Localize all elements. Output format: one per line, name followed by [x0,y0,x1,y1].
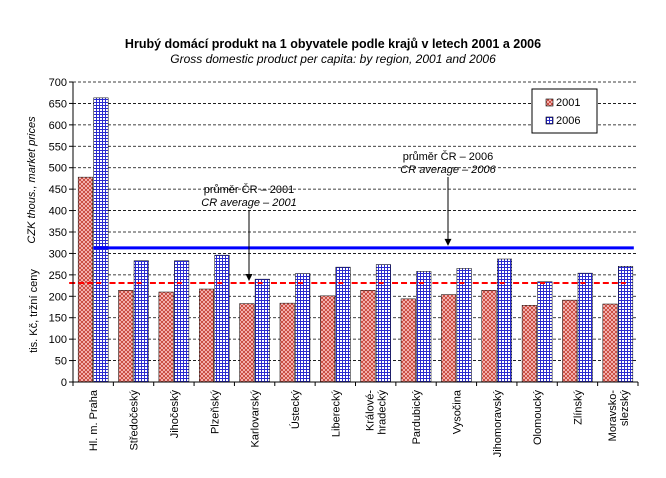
annotation-2001-en: CR average – 2001 [201,197,296,209]
x-label-1: Středočeský [129,390,141,451]
y-tick-label-500: 500 [49,163,67,175]
x-label-11: Olomoucký [532,390,544,446]
bars [77,97,634,383]
y-tick-label-550: 550 [49,141,67,153]
annotation-2001-cz: průměr ČR – 2001 [204,183,295,196]
bar-2001-1 [118,290,134,383]
bar-2001-6 [320,295,336,383]
bar-2001-3 [199,288,214,383]
legend: 2001 2006 [531,88,598,134]
x-label-4: Karlovarský [250,390,262,448]
y-tick-label-150: 150 [49,313,67,325]
x-label-7-line-0: Králové- [365,390,377,431]
reference-lines [69,246,634,284]
annotation-2006-en: CR average – 2006 [400,164,496,176]
y-tick-label-200: 200 [49,291,67,303]
bar-2001-10 [481,290,497,383]
legend-swatch-2006 [545,116,554,125]
bar-2006-6 [335,266,351,383]
y-tick-label-450: 450 [49,184,67,196]
y-tick-label-0: 0 [61,377,67,389]
bar-2006-3 [214,254,230,383]
x-label-9: Vysočina [451,389,463,434]
x-label-8: Pardubický [411,390,423,445]
x-label-6: Liberecký [330,390,342,438]
y-tick-label-250: 250 [49,270,67,282]
x-label-0: Hl. m. Praha [88,389,100,451]
y-tick-label-400: 400 [49,206,67,218]
bar-2001-11 [521,305,537,383]
bar-2006-1 [133,260,149,383]
x-label-3: Plzeňský [209,390,221,435]
y-axis-label-en: CZK thous., market prices [26,116,38,244]
bar-2006-8 [416,271,432,383]
y-tick-label-100: 100 [49,334,67,346]
y-tick-label-600: 600 [49,120,67,132]
bar-2006-4 [254,278,270,383]
y-tick-label-350: 350 [49,227,67,239]
axes [72,82,639,386]
bar-2001-8 [400,298,416,383]
bar-2001-2 [158,291,174,383]
y-tick-label-650: 650 [49,98,67,110]
bar-2006-0 [93,97,109,383]
chart-subtitle: Gross domestic product per capita: by re… [170,52,496,66]
bar-2006-11 [537,281,553,383]
bar-2006-9 [456,268,472,383]
x-label-10: Jihomoravský [492,390,504,458]
legend-label-2001: 2001 [556,97,580,109]
bar-2001-5 [279,302,295,383]
arrow-2006-head [444,238,452,246]
arrow-2001-head [245,274,253,281]
x-label-2: Jihočeský [169,390,181,439]
x-label-13-line-0: Moravsko- [607,390,619,442]
y-tick-label-300: 300 [49,248,67,260]
x-axis-labels: Hl. m. Praha Středočeský Jihočeský Plzeňský… [88,389,631,457]
annotation-arrows [245,177,452,281]
bar-2006-10 [497,258,512,383]
x-label-5: Ústecký [289,390,302,430]
annotation-2006-cz: průměr ČR – 2006 [403,150,494,163]
bar-2006-2 [174,260,190,383]
bar-2001-12 [562,299,578,383]
bar-2001-9 [441,294,457,383]
chart-title: Hrubý domácí produkt na 1 obyvatele podl… [124,37,542,51]
x-label-12: Zlínský [572,390,584,425]
y-axis-ticks: 0 50 100 150 200 250 300 350 400 450 500 550 600 650 7… [49,77,73,389]
bar-2001-13 [602,303,618,383]
legend-swatch-2001 [545,98,554,107]
x-label-7-line-1: hradecký [377,390,389,435]
bar-2006-12 [577,272,593,383]
y-tick-label-50: 50 [55,356,67,368]
bar-2001-7 [360,290,376,383]
x-label-13-line-1: slezský [619,390,631,427]
y-axis-label-cz: tis. Kč, tržní ceny [28,269,40,353]
bar-2001-0 [77,176,93,383]
legend-label-2006: 2006 [556,115,580,127]
bar-2001-4 [239,303,255,383]
bar-2006-5 [295,273,311,383]
legend-box [531,88,598,134]
y-tick-label-700: 700 [49,77,67,89]
